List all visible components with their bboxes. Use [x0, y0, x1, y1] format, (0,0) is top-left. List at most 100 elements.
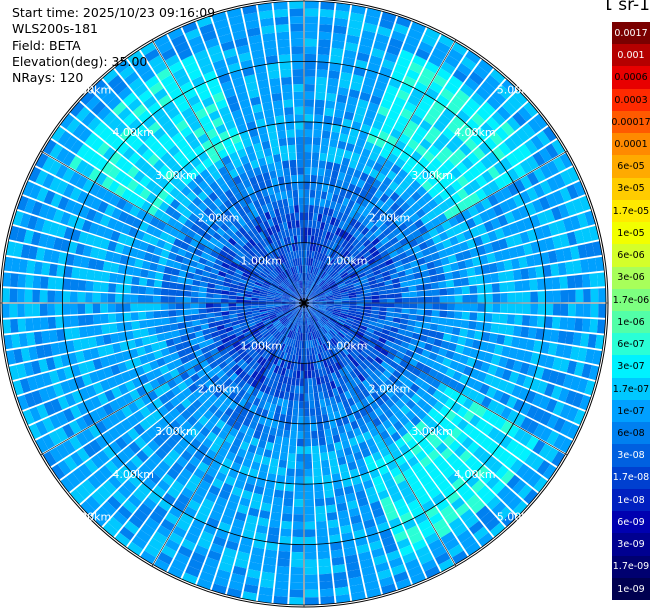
beta-cell	[95, 335, 105, 347]
beta-cell	[332, 480, 343, 490]
beta-cell	[266, 235, 273, 245]
beta-cell	[307, 317, 311, 325]
beta-cell	[366, 376, 375, 385]
beta-cell	[139, 406, 151, 418]
beta-cell	[386, 549, 401, 562]
beta-cell	[175, 192, 186, 203]
beta-cell	[175, 289, 184, 297]
beta-cell	[393, 175, 404, 186]
beta-cell	[334, 579, 348, 589]
beta-cell	[566, 184, 579, 200]
beta-cell	[277, 275, 284, 282]
beta-cell	[300, 288, 303, 296]
beta-cell	[315, 190, 322, 199]
beta-cell	[380, 393, 390, 403]
beta-cell	[249, 42, 264, 52]
beta-cell	[281, 262, 287, 271]
beta-cell	[274, 436, 283, 445]
beta-cell	[346, 244, 355, 253]
beta-cell	[215, 496, 228, 508]
beta-cell	[306, 340, 309, 349]
beta-cell	[164, 389, 176, 401]
beta-cell	[356, 300, 365, 303]
beta-cell	[328, 526, 340, 536]
beta-cell	[304, 46, 317, 55]
beta-cell	[181, 197, 192, 208]
colorbar-cell: 1e-09	[612, 577, 650, 601]
beta-cell	[251, 235, 260, 245]
beta-cell	[477, 532, 494, 547]
colorbar-cell: 1.7e-06	[612, 288, 650, 312]
beta-cell	[268, 326, 276, 334]
beta-cell	[377, 26, 392, 38]
beta-cell	[147, 270, 157, 279]
beta-cell	[375, 33, 390, 45]
beta-cell	[236, 44, 250, 55]
beta-cell	[455, 162, 468, 175]
beta-cell	[236, 551, 250, 562]
beta-cell	[572, 332, 582, 346]
beta-cell	[369, 337, 378, 345]
beta-cell	[289, 159, 297, 168]
beta-cell	[130, 138, 144, 151]
beta-cell	[173, 375, 184, 385]
beta-cell	[278, 222, 285, 232]
beta-cell	[266, 304, 274, 307]
beta-cell	[351, 74, 364, 85]
beta-cell	[292, 316, 298, 324]
beta-cell	[324, 168, 332, 178]
beta-cell	[216, 369, 226, 379]
beta-cell	[333, 274, 341, 281]
beta-cell	[313, 392, 320, 401]
beta-cell	[326, 303, 335, 305]
beta-cell	[127, 541, 143, 556]
beta-cell	[480, 80, 496, 95]
beta-cell	[545, 398, 558, 413]
beta-cell	[268, 345, 276, 354]
beta-cell	[500, 303, 508, 314]
beta-cell	[299, 280, 302, 289]
beta-cell	[450, 427, 463, 439]
beta-cell	[276, 565, 290, 575]
beta-cell	[414, 487, 427, 499]
beta-cell	[268, 272, 276, 280]
beta-cell	[426, 210, 437, 221]
beta-cell	[228, 391, 238, 401]
beta-cell	[424, 303, 433, 310]
beta-cell	[503, 454, 518, 469]
colorbar-cell: 1e-08	[612, 488, 650, 512]
beta-cell	[138, 89, 153, 104]
beta-cell	[304, 287, 306, 296]
beta-cell	[304, 385, 309, 394]
beta-cell	[304, 303, 312, 306]
beta-cell	[368, 320, 377, 327]
beta-cell	[324, 265, 331, 273]
beta-cell	[243, 232, 252, 242]
beta-cell	[101, 271, 111, 282]
beta-cell	[326, 153, 335, 163]
beta-cell	[154, 272, 164, 281]
beta-cell	[334, 244, 341, 253]
beta-cell	[456, 109, 471, 123]
beta-cell	[485, 516, 501, 532]
beta-cell	[232, 565, 247, 577]
beta-cell	[280, 317, 288, 324]
beta-cell	[243, 12, 259, 23]
beta-cell	[134, 338, 144, 348]
beta-cell	[275, 24, 289, 33]
beta-cell	[361, 370, 370, 380]
beta-cell	[267, 434, 276, 444]
beta-cell	[314, 286, 320, 293]
beta-cell	[462, 196, 474, 209]
beta-cell	[277, 421, 285, 430]
beta-cell	[473, 265, 483, 276]
beta-cell	[253, 331, 262, 339]
beta-cell	[447, 471, 461, 485]
beta-cell	[35, 437, 49, 454]
beta-cell	[526, 229, 538, 242]
beta-cell	[82, 413, 95, 427]
beta-cell	[236, 250, 246, 259]
beta-cell	[177, 545, 193, 558]
beta-cell	[392, 227, 402, 237]
instrument-text: WLS200s-181	[12, 21, 98, 37]
